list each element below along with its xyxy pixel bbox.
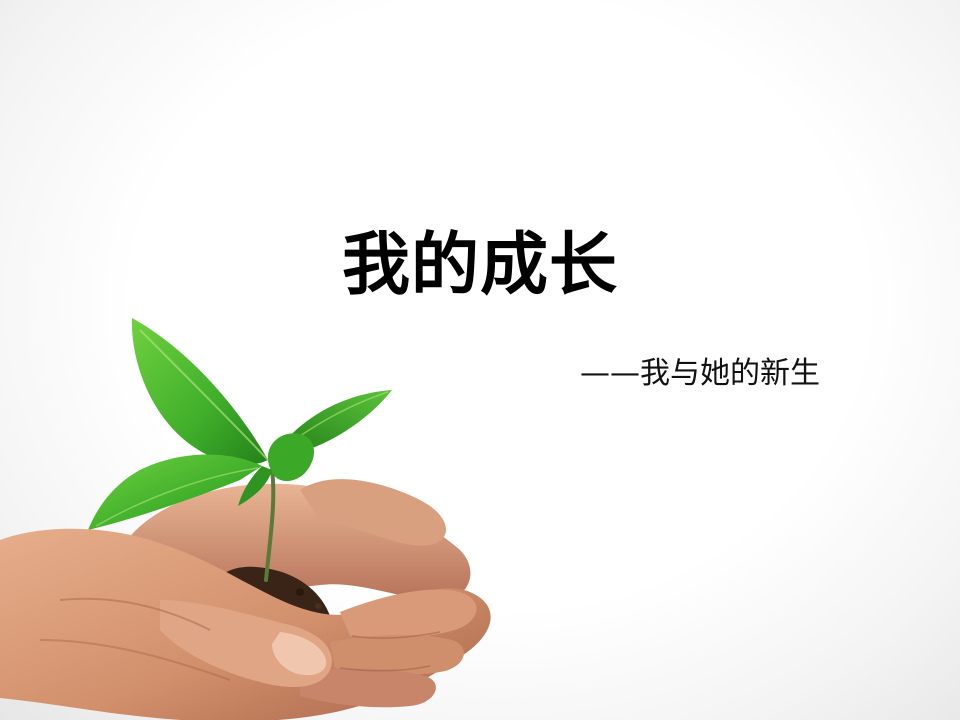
slide-title: 我的成长 — [341, 226, 618, 305]
stem-shape — [264, 468, 276, 582]
back-thumb-shape — [300, 479, 447, 546]
finger-1-shape — [340, 589, 477, 639]
leaf-center-shape — [268, 433, 315, 482]
leaf-left-shape — [88, 454, 262, 530]
thumbnail-shape — [272, 632, 327, 676]
hands-holding-seedling-icon — [0, 318, 491, 720]
finger-2-shape — [330, 634, 464, 675]
finger-3-shape — [300, 668, 436, 708]
soil-shape — [217, 566, 332, 622]
leaf-small-shape — [238, 466, 272, 506]
slide-subtitle: ——我与她的新生 — [580, 356, 820, 391]
